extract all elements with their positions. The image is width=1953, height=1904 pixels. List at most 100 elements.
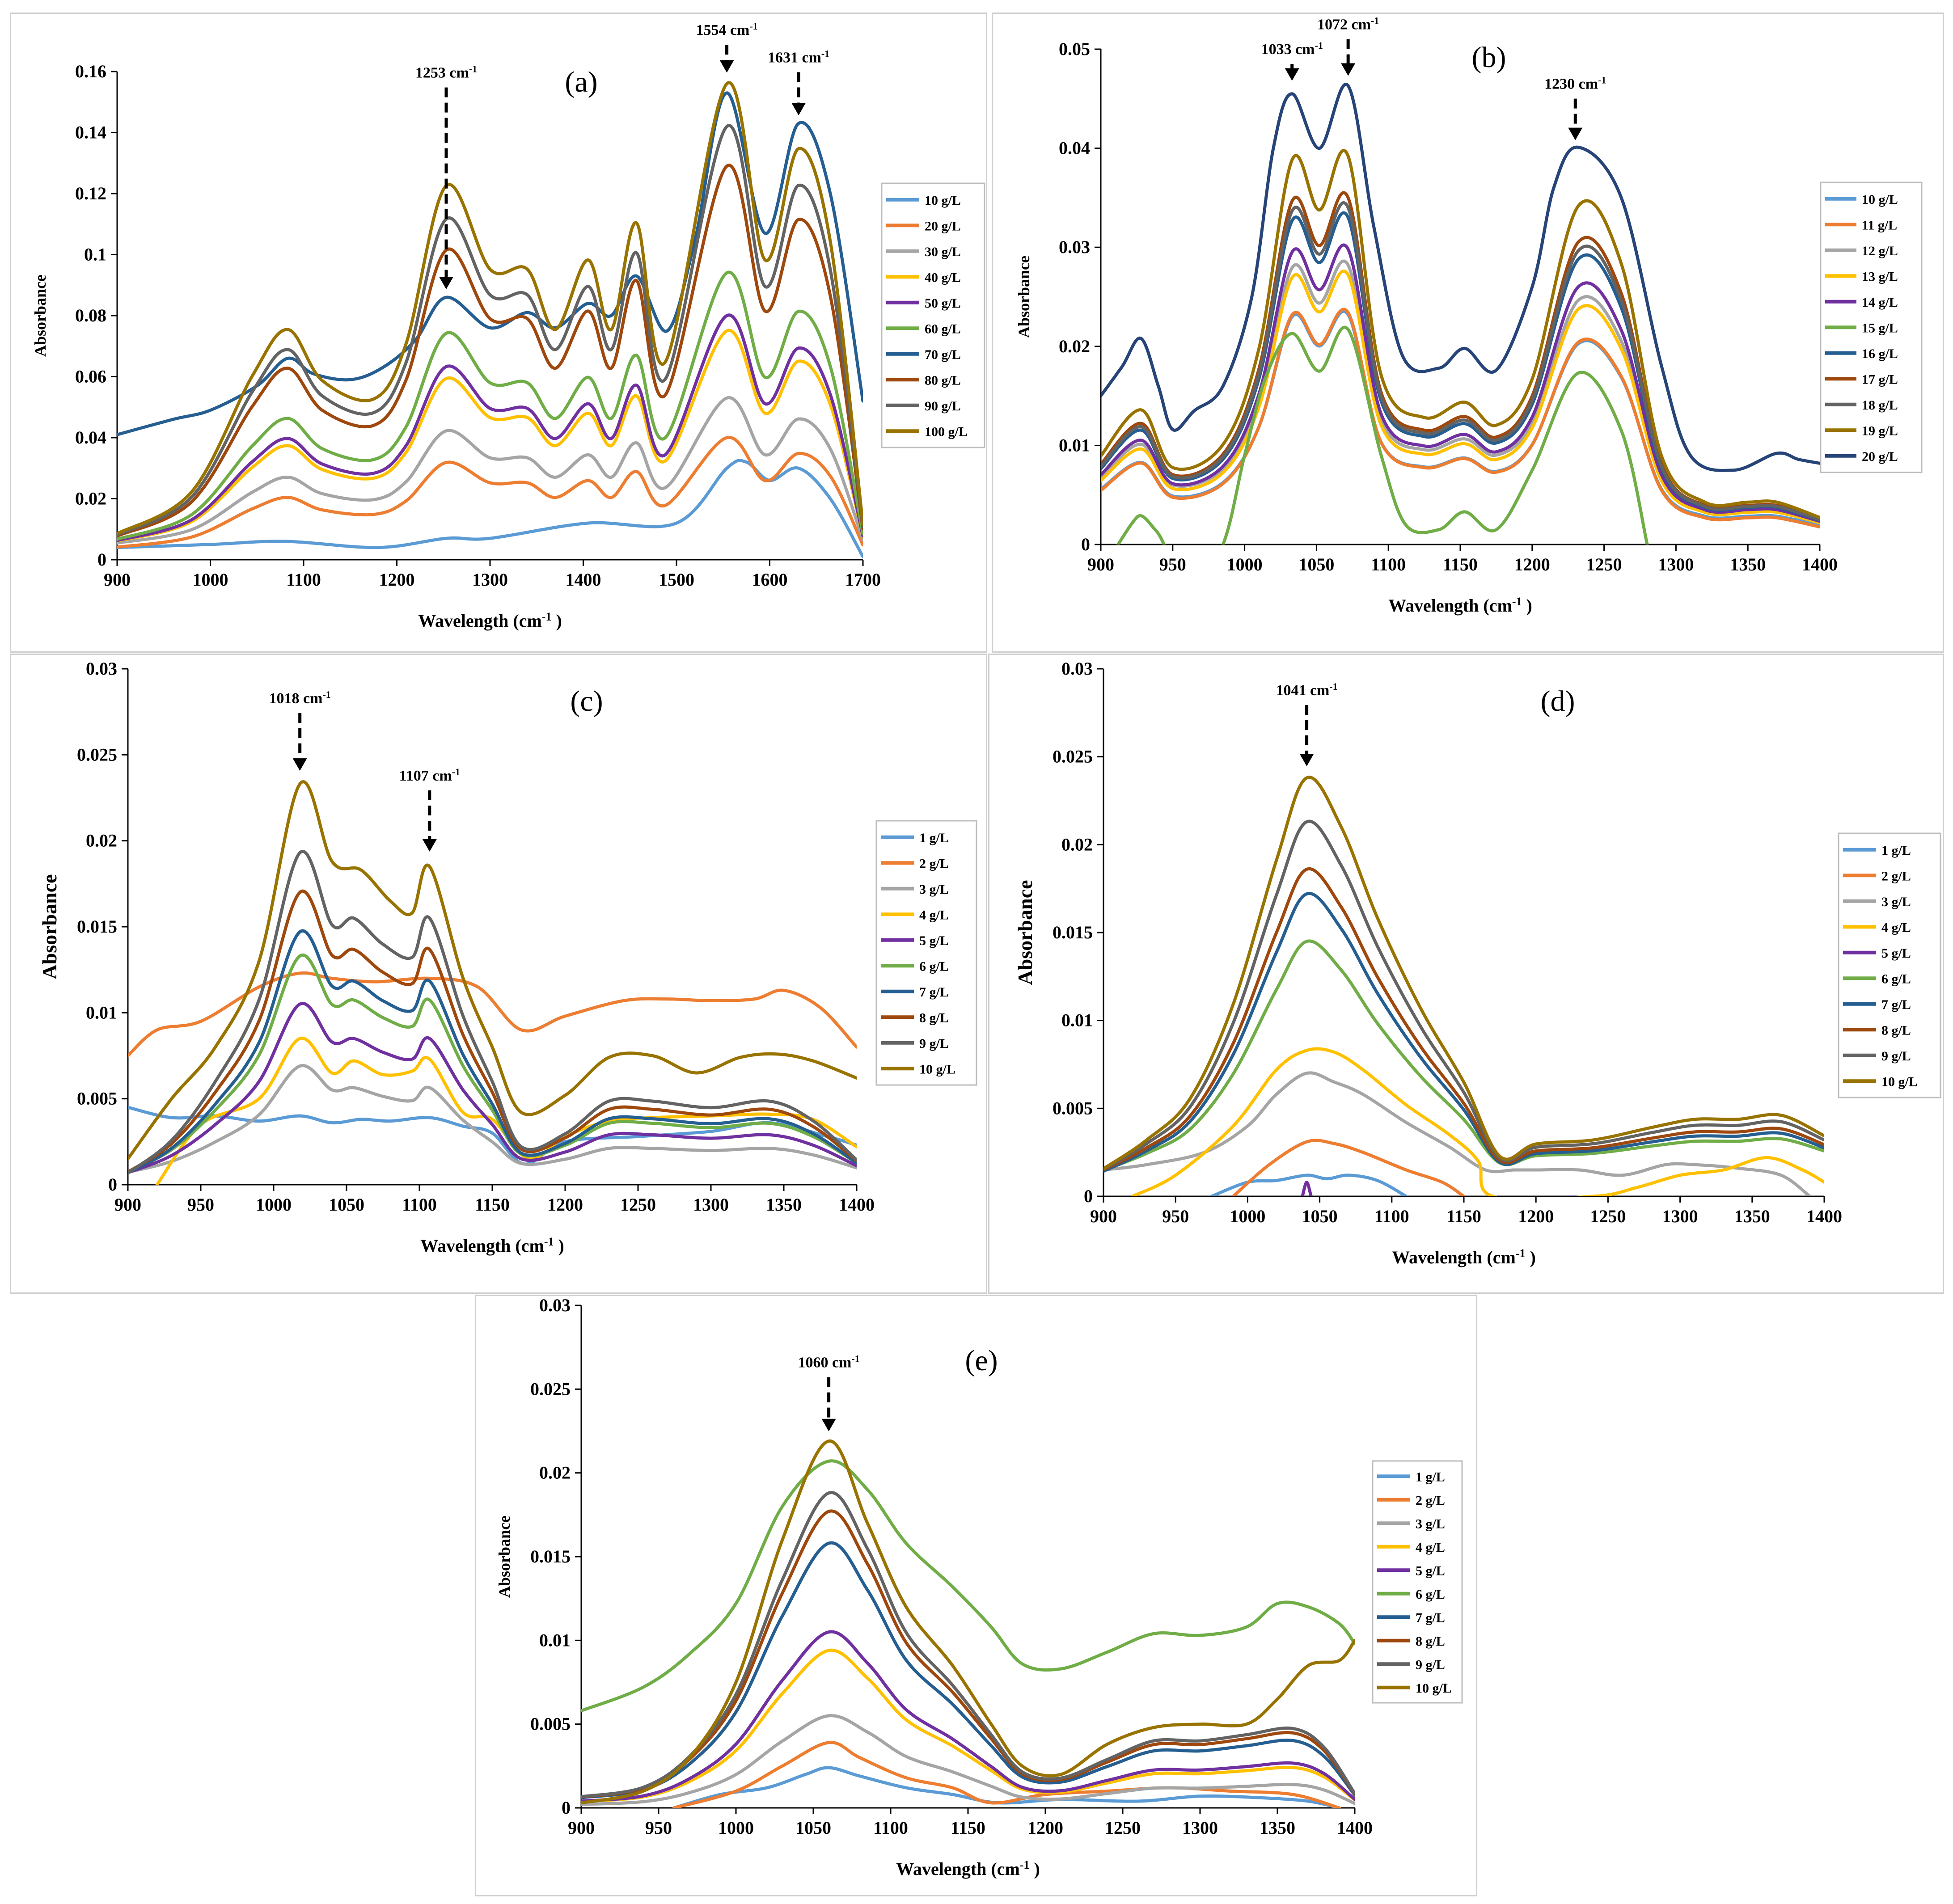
legend-box	[875, 820, 977, 1086]
peak-annotation-arrow-head	[422, 839, 437, 852]
y-tick-label: 0.04	[1059, 138, 1090, 158]
chart-panel-d: 900 950 1000 1050 1100 1150 1200 1250 1300 1350 14…	[1014, 659, 1941, 1267]
y-tick-label: 0.025	[530, 1379, 571, 1399]
y-tick-label: 0.015	[530, 1546, 571, 1566]
x-tick-label: 950	[1162, 1206, 1189, 1226]
x-tick-label: 1300	[693, 1195, 729, 1215]
x-tick-label: 1700	[845, 570, 881, 590]
y-tick-label: 0.02	[1061, 834, 1093, 854]
series-lines	[1103, 776, 1824, 1196]
legend-entry-label: 14 g/L	[1862, 295, 1898, 310]
series-line-13-g-l	[1101, 269, 1820, 524]
y-tick-label: 0	[1081, 534, 1090, 554]
series-line-7-g-l	[581, 1541, 1355, 1799]
legend-entry-label: 40 g/L	[925, 270, 961, 285]
peak-annotation-arrow-head	[439, 277, 454, 290]
series-line-14-g-l	[1101, 243, 1820, 523]
series-line-6-g-l	[128, 953, 857, 1174]
x-tick-label: 900	[1087, 554, 1114, 574]
series-line-8-g-l	[128, 889, 857, 1174]
legend-entry-label: 9 g/L	[919, 1036, 949, 1051]
x-tick-label: 950	[187, 1195, 214, 1215]
x-tick-label: 1100	[873, 1818, 908, 1838]
y-tick-label: 0	[97, 549, 106, 570]
x-tick-label: 900	[114, 1195, 141, 1215]
peak-annotation-label: 1018 cm-1	[269, 689, 331, 707]
legend-entry-label: 100 g/L	[925, 424, 968, 439]
series-line-19-g-l	[1101, 149, 1820, 519]
series-lines	[1101, 83, 1820, 545]
series-line-2-g-l	[672, 1741, 1341, 1808]
series-lines	[581, 1439, 1355, 1808]
peak-annotation-label: 1060 cm-1	[798, 1353, 859, 1371]
y-tick-label: 0.025	[77, 744, 117, 764]
x-axis-label: Wavelength (cm-1 )	[896, 1858, 1040, 1879]
y-tick-label: 0.02	[86, 831, 117, 851]
y-tick-label: 0.01	[539, 1630, 571, 1650]
series-line-8-g-l	[1103, 867, 1824, 1172]
legend: 1 g/L 2 g/L 3 g/L 4 g/L 5 g/L 6 g/L 7 g/L 8 g/L…	[1372, 1460, 1463, 1704]
series-lines	[128, 780, 857, 1185]
y-tick-label: 0.03	[539, 1295, 571, 1315]
y-axis-label: Absorbance	[31, 274, 49, 357]
legend-entry-label: 18 g/L	[1862, 398, 1898, 413]
legend-entry-label: 30 g/L	[925, 245, 961, 259]
legend-entry-label: 6 g/L	[1416, 1587, 1445, 1602]
y-tick-label: 0.04	[75, 427, 106, 448]
legend-entry-label: 13 g/L	[1862, 269, 1898, 284]
series-line-3-g-l	[128, 1064, 857, 1174]
series-line-5-g-l	[1301, 1181, 1313, 1196]
series-line-6-g-l	[581, 1459, 1355, 1713]
y-tick-label: 0.01	[1059, 435, 1090, 455]
x-tick-label: 1100	[1374, 1206, 1409, 1226]
series-line-7-g-l	[1103, 892, 1824, 1173]
legend: 1 g/L 2 g/L 3 g/L 4 g/L 5 g/L 6 g/L 7 g/L 8 g/L…	[1838, 832, 1941, 1098]
x-axis-label: Wavelength (cm-1 )	[1392, 1247, 1536, 1267]
y-tick-label: 0.005	[530, 1714, 571, 1734]
panel-label: (e)	[965, 1344, 998, 1377]
series-line-2-g-l	[1231, 1139, 1466, 1196]
y-axis-label: Absorbance	[495, 1516, 513, 1598]
series-line-6-g-l	[1103, 939, 1824, 1172]
legend-entry-label: 5 g/L	[1416, 1563, 1445, 1578]
legend-entry-label: 2 g/L	[1881, 869, 1911, 883]
series-line-15-g-l	[1116, 325, 1649, 545]
y-tick-label: 0.06	[75, 367, 106, 387]
y-tick-label: 0.02	[539, 1463, 571, 1483]
legend-entry-label: 2 g/L	[1416, 1493, 1445, 1508]
legend-entry-label: 16 g/L	[1862, 346, 1898, 361]
legend-entry-label: 9 g/L	[1881, 1049, 1911, 1064]
x-tick-label: 1150	[1443, 554, 1478, 574]
peak-annotation-arrow-head	[791, 103, 806, 116]
y-tick-label: 0	[108, 1174, 117, 1195]
x-tick-label: 1300	[1658, 554, 1694, 574]
peak-annotation-arrow-head	[1568, 127, 1583, 140]
x-tick-label: 1150	[1446, 1206, 1481, 1226]
x-tick-label: 1050	[1298, 554, 1334, 574]
x-tick-label: 1400	[1806, 1206, 1842, 1226]
y-tick-label: 0.02	[75, 489, 106, 509]
y-tick-label: 0	[562, 1798, 571, 1818]
x-tick-label: 1200	[547, 1195, 583, 1215]
peak-annotation-arrow-head	[1341, 63, 1356, 76]
legend-entry-label: 4 g/L	[1881, 920, 1911, 935]
y-axis-label: Absorbance	[38, 874, 61, 979]
legend-box	[881, 182, 985, 448]
series-line-9-g-l	[128, 850, 857, 1175]
legend-entry-label: 8 g/L	[919, 1010, 949, 1025]
y-tick-label: 0.08	[75, 305, 106, 325]
legend-entry-label: 4 g/L	[919, 908, 949, 922]
peak-annotation-label: 1041 cm-1	[1276, 681, 1337, 699]
legend-entry-label: 8 g/L	[1416, 1634, 1445, 1649]
y-tick-label: 0.02	[1059, 336, 1090, 356]
legend-entry-label: 80 g/L	[925, 373, 961, 388]
x-tick-label: 1100	[1371, 554, 1406, 574]
legend-entry-label: 1 g/L	[919, 831, 949, 845]
x-tick-label: 1400	[839, 1195, 875, 1215]
x-tick-label: 1400	[566, 570, 601, 590]
y-tick-label: 0.1	[84, 245, 106, 265]
y-tick-label: 0.16	[75, 61, 106, 81]
series-line-4-g-l	[1131, 1047, 1824, 1196]
legend-entry-label: 17 g/L	[1862, 372, 1898, 387]
x-tick-label: 900	[104, 570, 131, 590]
